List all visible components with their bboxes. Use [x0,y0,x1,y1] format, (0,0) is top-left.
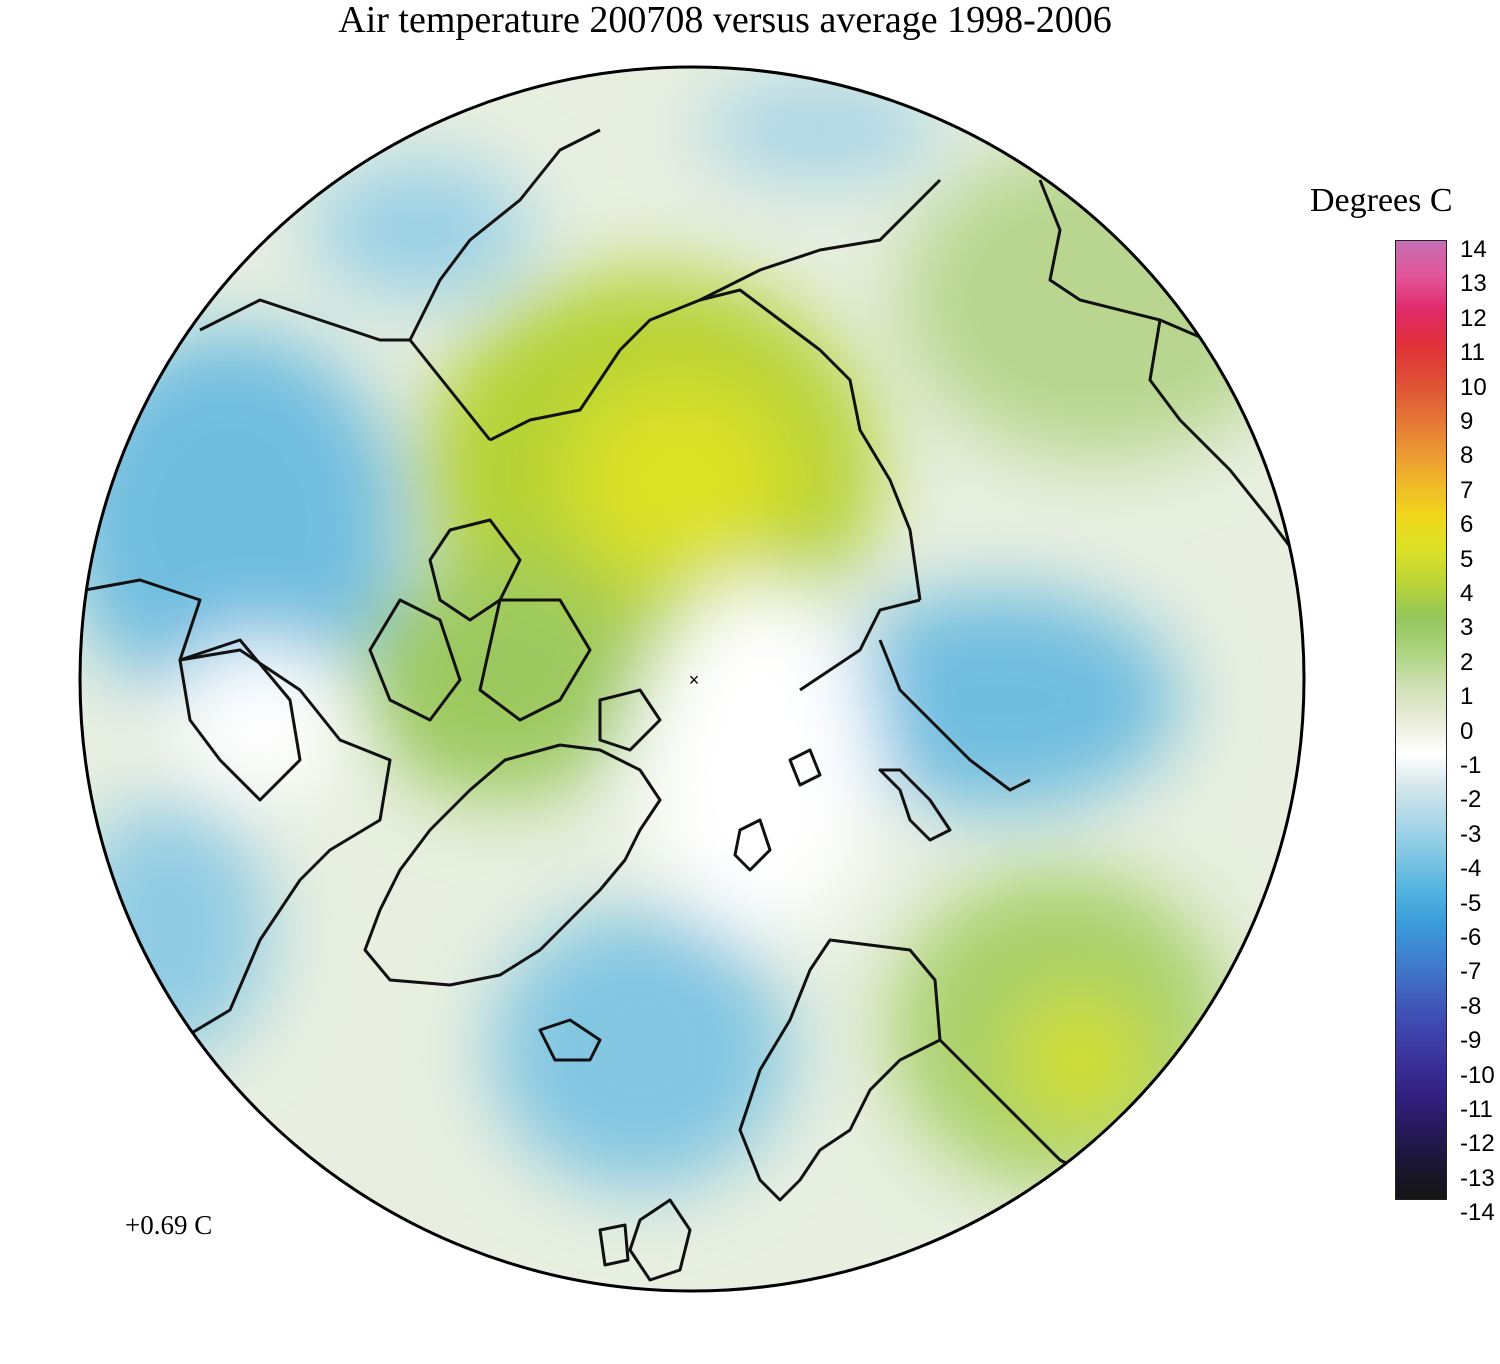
colorbar-tick-label: -11 [1460,1096,1493,1123]
coastline-east-siberia [618,288,922,601]
coastline-alaska [199,128,601,342]
colorbar-tick-label: -14 [1460,1199,1495,1227]
anomaly-blob [1010,990,1150,1130]
colorbar-tick-label: -1 [1460,752,1482,779]
colorbar-tick-label: 5 [1460,545,1474,573]
coastline-arctic-island [598,688,662,752]
anomaly-blob [170,640,350,800]
colorbar-tick-label: 8 [1460,442,1474,470]
colorbar-tick-label: 0 [1460,717,1474,745]
colorbar-tick-label: 4 [1460,580,1474,607]
coastline-north-america [84,578,392,1042]
north-pole-marker: × [689,670,700,690]
coastline-novaya-zemlya [878,768,952,842]
coastline-arctic-island [478,598,592,722]
coastline-arctic-island [368,598,462,722]
colorbar-tick-label: -9 [1460,1027,1482,1055]
colorbar-tick-label: 10 [1460,373,1487,401]
map-border [78,65,1306,1293]
colorbar-tick-label: -8 [1460,992,1482,1020]
colorbar-tick-label: 3 [1460,614,1474,642]
colorbar-tick-label: -12 [1460,1130,1495,1158]
anomaly-blob [900,140,1300,460]
coastline-arctic-island [428,518,522,622]
anomaly-field: × [80,67,1304,1291]
colorbar-tick-label: -5 [1460,889,1482,917]
colorbar-tick-label: 13 [1460,270,1487,298]
coastline-scandinavia [738,938,942,1202]
coastline-chukotka [699,178,942,302]
coastline-beaufort [489,349,622,442]
coastline-greenland [363,743,662,987]
map-title: Air temperature 200708 versus average 19… [338,0,1112,41]
colorbar-tick-label: 12 [1460,304,1487,332]
coastline-great-britain [628,1198,692,1282]
colorbar-tick-label: -2 [1460,786,1482,814]
mean-anomaly-label: +0.69 C [125,1210,213,1240]
coastline-taymyr [799,598,921,692]
anomaly-blob [700,80,940,180]
coastline-svalbard [733,818,772,872]
colorbar-tick-label: -7 [1460,958,1482,986]
coastline-franz-josef [788,748,822,787]
border-alaska-canada [408,339,492,441]
anomaly-blob [640,580,880,940]
colorbar-tick-label: 9 [1460,408,1474,435]
anomaly-blob [310,160,530,300]
coastline-iceland [538,1018,602,1062]
coastline-okhotsk [1148,319,1302,561]
anomaly-blob [490,910,790,1190]
colorbar-tick-label: 14 [1460,236,1487,263]
colorbar-tick-label: -4 [1460,855,1482,883]
coastlines [84,128,1302,1282]
colorbar-tick-label: 6 [1460,511,1474,539]
coastline-yamal [878,639,1031,792]
anomaly-blob [570,380,790,580]
colorbar-tick-label: 11 [1460,339,1485,367]
coastline-ireland [598,1223,630,1267]
colorbar-tick-label: -10 [1460,1061,1495,1089]
colorbar-tick-label: 1 [1460,683,1474,711]
colorbar-tick-label: 2 [1460,648,1474,676]
anomaly-blob [360,560,640,800]
colorbar-units-label: Degrees C [1310,182,1453,219]
colorbar-tick-label: -13 [1460,1164,1495,1192]
colorbar-tick-label: -6 [1460,924,1482,951]
colorbar [1395,240,1447,1200]
anomaly-blob [820,590,1180,810]
colorbar-tick-label: 7 [1460,476,1474,504]
coastline-kamchatka [1038,179,1231,352]
coastline-hudson-bay [178,638,302,802]
anomaly-blob [80,330,400,710]
colorbar-tick-label: -3 [1460,820,1482,848]
